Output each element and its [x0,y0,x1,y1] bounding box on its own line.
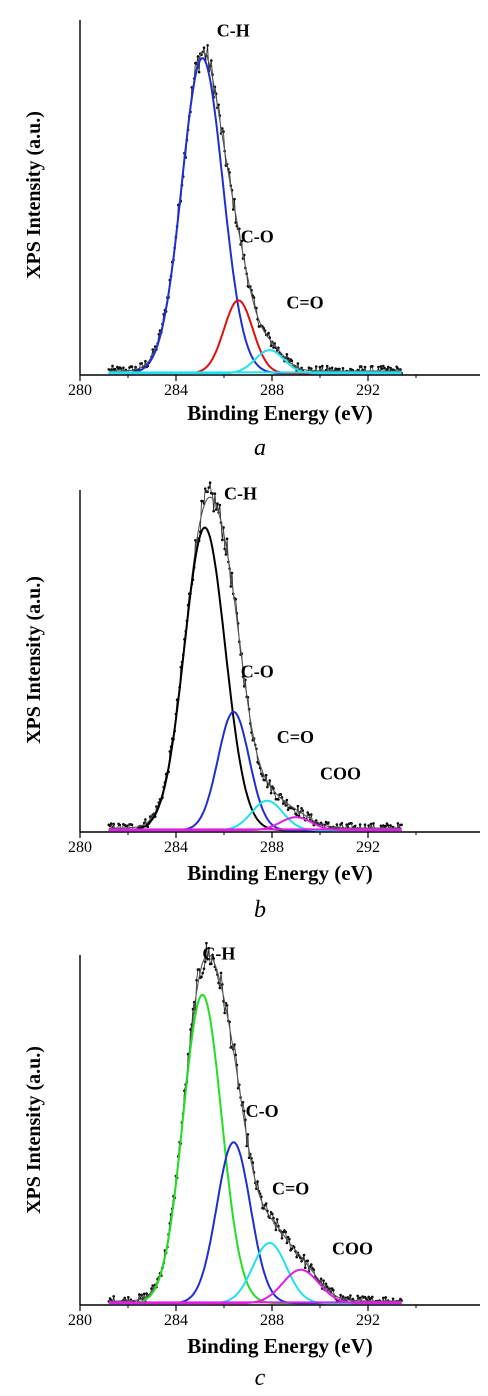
x-tick-label: 280 [68,839,92,856]
panel-letter: b [254,897,266,923]
x-tick-label: 280 [68,1312,92,1329]
peak-label: C=O [277,727,314,747]
peak-label: C-H [224,484,257,504]
y-axis-label: XPS Intensity (a.u.) [23,111,45,279]
peak-label: COO [332,1239,373,1259]
x-tick-label: 280 [68,382,92,399]
peak-label: COO [320,763,361,783]
peak-label: C-O [246,1101,279,1121]
component-c-h [108,57,402,375]
raw-spectrum [107,44,403,376]
panel-b: 280 284 288 292 Binding Energy (eV) XPS Inten… [23,481,480,923]
x-tick-label: 292 [356,382,380,399]
peak-label: C=O [286,293,323,313]
panel-letter: a [254,435,266,461]
x-axis-label: Binding Energy (eV) [187,401,373,425]
x-axis-label: Binding Energy (eV) [187,861,373,885]
x-tick-label: 288 [260,382,284,399]
peak-label: C-O [241,661,274,681]
fit-envelope [108,51,402,372]
x-tick-label: 284 [164,1312,188,1329]
raw-line [108,45,402,376]
y-axis-label: XPS Intensity (a.u.) [23,1046,45,1214]
panel-a: 280 284 288 292 Binding Energy (eV) XPS Inten… [23,20,480,461]
x-tick-label: 284 [164,382,188,399]
peak-label: C-O [241,226,274,246]
y-axis-label: XPS Intensity (a.u.) [23,576,45,744]
peak-label: C=O [272,1178,309,1198]
peak-label: C-H [202,943,235,963]
x-tick-label: 292 [356,1312,380,1329]
x-tick-label: 292 [356,839,380,856]
x-tick-label: 288 [260,1312,284,1329]
data-point [400,823,403,827]
x-tick-label: 288 [260,839,284,856]
peak-label: C-H [217,21,250,41]
component-c-o [108,1141,402,1305]
panel-c: 280 284 288 292 Binding Energy (eV) XPS Inten… [23,941,480,1391]
panel-letter: c [255,1365,266,1391]
x-tick-label: 284 [164,839,188,856]
x-axis-label: Binding Energy (eV) [187,1334,373,1358]
